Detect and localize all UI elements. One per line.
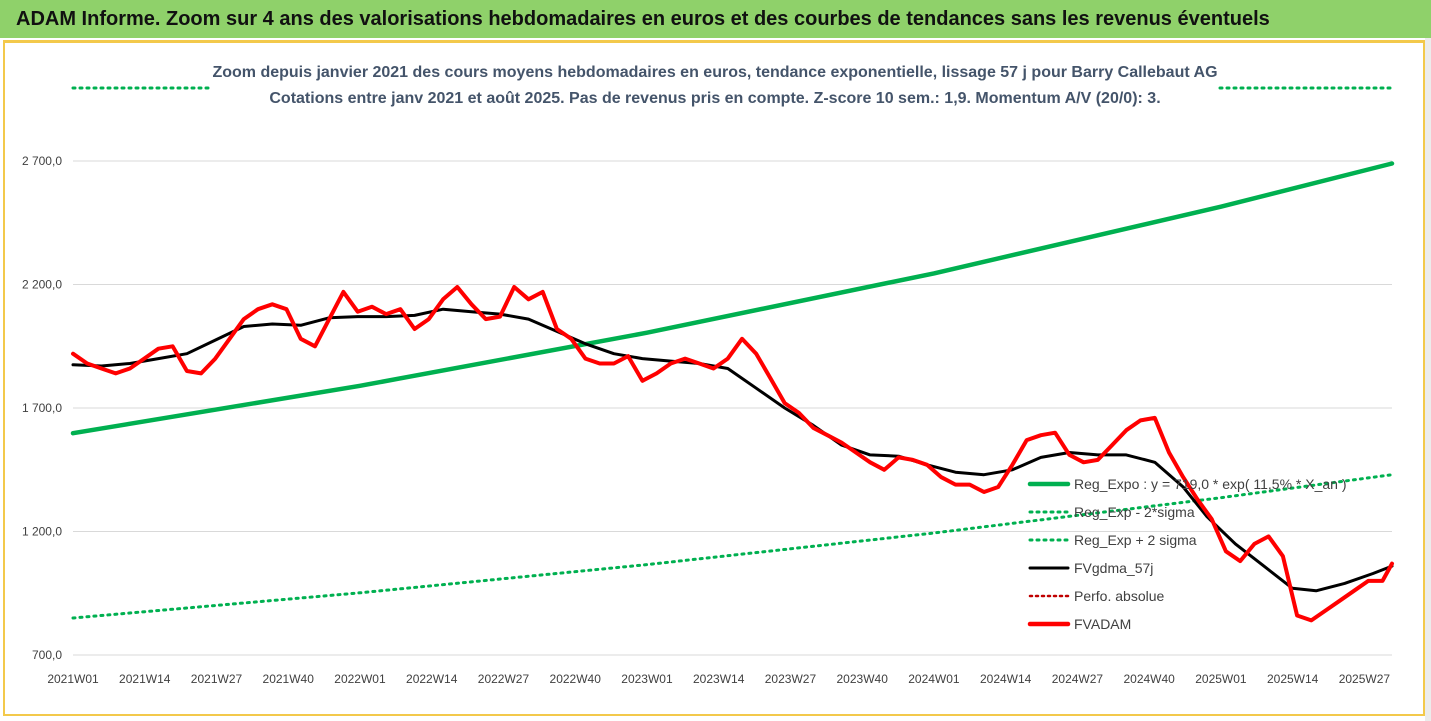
x-tick-label: 2021W14: [119, 672, 171, 686]
legend-label: Reg_Expo : y = 719,0 * exp( 11,5% * X_an…: [1074, 476, 1347, 492]
y-tick-label: 2 700,0: [22, 154, 62, 168]
x-tick-label: 2025W14: [1267, 672, 1319, 686]
x-tick-label: 2023W27: [765, 672, 817, 686]
y-tick-label: 700,0: [32, 648, 62, 662]
legend: Reg_Expo : y = 719,0 * exp( 11,5% * X_an…: [1027, 476, 1347, 632]
report-title: ADAM Informe. Zoom sur 4 ans des valoris…: [16, 8, 1270, 30]
x-tick-label: 2023W01: [621, 672, 673, 686]
x-tick-label: 2021W40: [263, 672, 315, 686]
x-tick-label: 2025W27: [1339, 672, 1391, 686]
legend-label: FVgdma_57j: [1074, 560, 1153, 576]
x-tick-label: 2024W01: [908, 672, 960, 686]
x-tick-label: 2023W40: [837, 672, 889, 686]
x-tick-label: 2024W40: [1123, 672, 1175, 686]
x-tick-label: 2025W01: [1195, 672, 1247, 686]
x-axis-ticks: 2021W01 2021W14 2021W27 2021W40 2022W01 2022W…: [47, 672, 1390, 686]
series-line-1: [71, 473, 1394, 620]
report-title-banner: ADAM Informe. Zoom sur 4 ans des valoris…: [0, 0, 1431, 38]
chart-subtitle: Cotations entre janv 2021 et août 2025. …: [269, 90, 1160, 107]
right-edge-strip: [1425, 38, 1431, 721]
series-lines: [70, 86, 1395, 623]
y-tick-label: 2 200,0: [22, 278, 62, 292]
x-tick-label: 2022W40: [550, 672, 602, 686]
x-tick-label: 2024W27: [1052, 672, 1104, 686]
x-tick-label: 2021W01: [47, 672, 99, 686]
chart-title: Zoom depuis janvier 2021 des cours moyen…: [212, 64, 1217, 81]
x-tick-label: 2022W01: [334, 672, 386, 686]
series-line-4: [71, 285, 1394, 623]
x-tick-label: 2021W27: [191, 672, 243, 686]
gridlines: [73, 160, 1392, 656]
y-tick-label: 1 700,0: [22, 401, 62, 415]
x-tick-label: 2024W14: [980, 672, 1032, 686]
series-line-0: [70, 161, 1395, 436]
y-tick-label: 1 200,0: [22, 525, 62, 539]
legend-label: Reg_Exp + 2 sigma: [1074, 532, 1197, 548]
legend-label: FVADAM: [1074, 616, 1131, 632]
legend-label: Perfo. absolue: [1074, 588, 1164, 604]
y-axis-ticks: 700,0 1 200,0 1 700,0 2 200,0 2 700,0: [22, 154, 62, 662]
legend-label: Reg_Exp - 2*sigma: [1074, 504, 1195, 520]
x-tick-label: 2022W27: [478, 672, 530, 686]
chart-frame: [3, 40, 1425, 716]
x-tick-label: 2023W14: [693, 672, 745, 686]
x-tick-label: 2022W14: [406, 672, 458, 686]
